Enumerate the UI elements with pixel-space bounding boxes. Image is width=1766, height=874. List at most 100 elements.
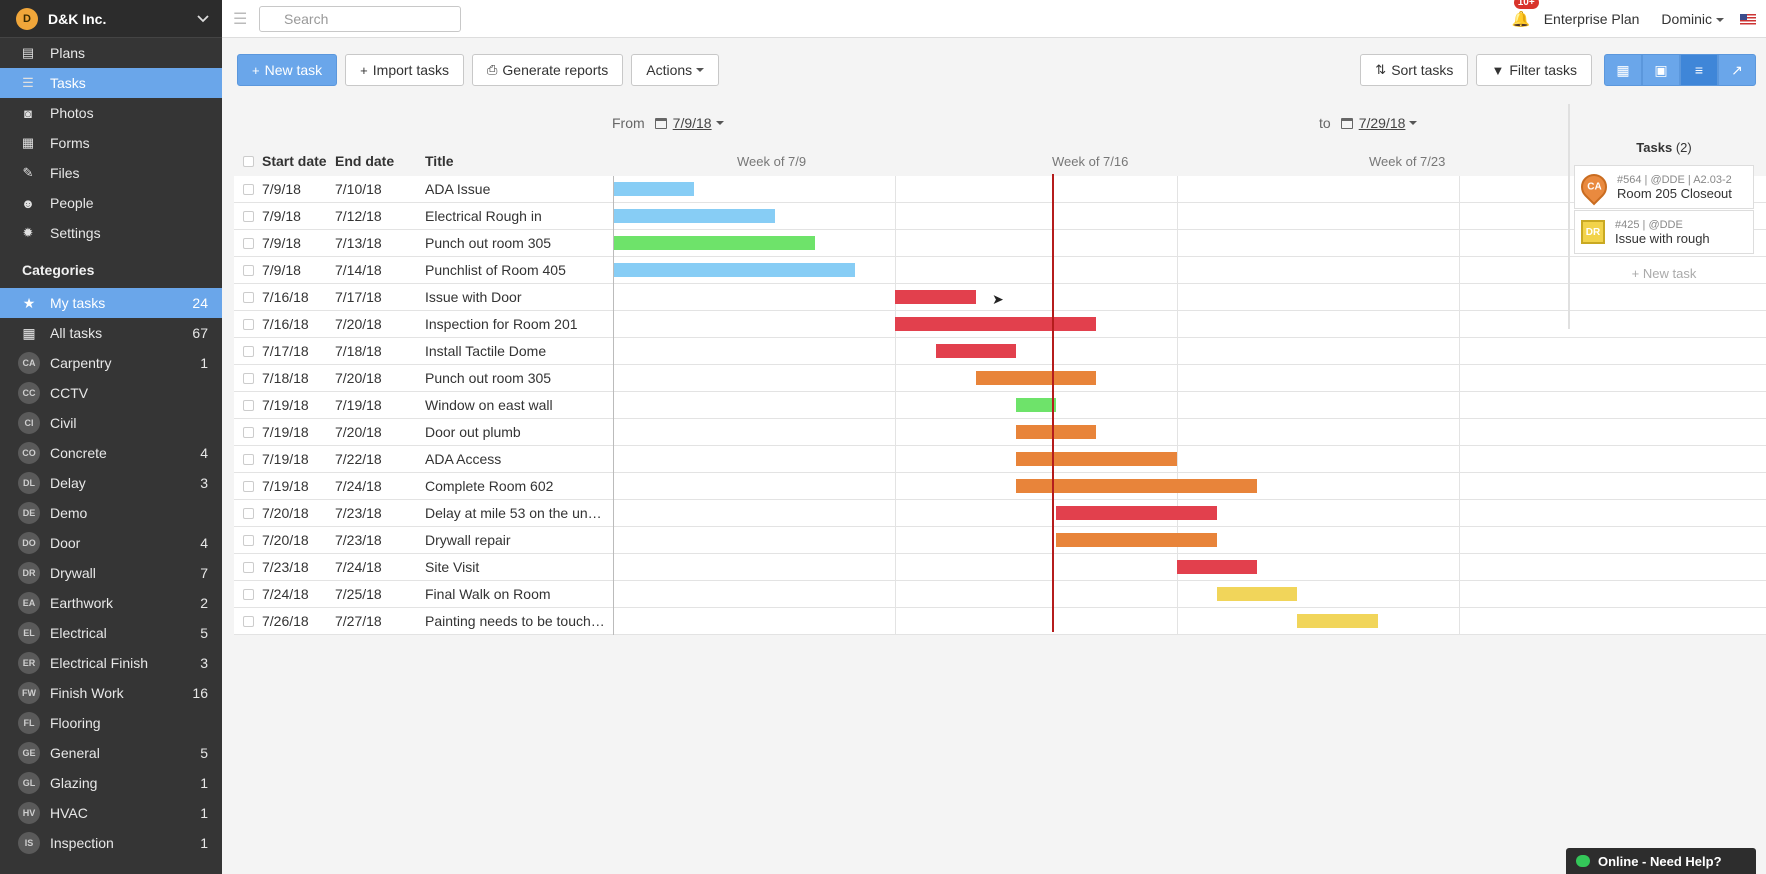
notifications-button[interactable]: 🔔 10+ xyxy=(1512,0,1539,28)
table-row[interactable]: 7/16/18 7/17/18 Issue with Door xyxy=(234,283,1766,311)
filter-tasks-button[interactable]: ▼ Filter tasks xyxy=(1476,54,1592,86)
gantt-bar[interactable] xyxy=(614,209,775,223)
row-checkbox[interactable] xyxy=(242,372,254,384)
nav-item-plans[interactable]: ▤ Plans xyxy=(0,38,222,68)
table-row[interactable]: 7/17/18 7/18/18 Install Tactile Dome xyxy=(234,337,1766,365)
row-checkbox[interactable] xyxy=(242,588,254,600)
user-menu[interactable]: Dominic xyxy=(1661,11,1724,27)
nav-item-tasks[interactable]: ☰ Tasks xyxy=(0,68,222,98)
col-start-date[interactable]: Start date xyxy=(262,153,327,169)
title-cell[interactable]: Issue with Door xyxy=(425,283,614,311)
category-item[interactable]: GL Glazing 1 xyxy=(0,768,222,798)
row-checkbox[interactable] xyxy=(242,507,254,519)
title-cell[interactable]: Delay at mile 53 on the underg… xyxy=(425,499,614,527)
title-cell[interactable]: Install Tactile Dome xyxy=(425,337,614,365)
category-item[interactable]: FL Flooring xyxy=(0,708,222,738)
table-row[interactable]: 7/9/18 7/14/18 Punchlist of Room 405 xyxy=(234,256,1766,284)
category-item[interactable]: DL Delay 3 xyxy=(0,468,222,498)
category-item[interactable]: IS Inspection 1 xyxy=(0,828,222,858)
title-cell[interactable]: Inspection for Room 201 xyxy=(425,310,614,338)
table-row[interactable]: 7/19/18 7/19/18 Window on east wall xyxy=(234,391,1766,419)
title-cell[interactable]: Painting needs to be touched u… xyxy=(425,607,614,635)
table-row[interactable]: 7/19/18 7/24/18 Complete Room 602 xyxy=(234,472,1766,500)
panel-task-card[interactable]: DR #425 | @DDE Issue with rough xyxy=(1574,210,1754,254)
nav-item-files[interactable]: ✎ Files xyxy=(0,158,222,188)
sort-tasks-button[interactable]: ⇅ Sort tasks xyxy=(1360,54,1469,86)
category-item[interactable]: ★ My tasks 24 xyxy=(0,288,222,318)
table-row[interactable]: 7/20/18 7/23/18 Delay at mile 53 on the … xyxy=(234,499,1766,527)
table-row[interactable]: 7/9/18 7/10/18 ADA Issue xyxy=(234,175,1766,203)
scrollbar[interactable] xyxy=(1568,104,1570,329)
gantt-bar[interactable] xyxy=(614,236,815,250)
row-checkbox[interactable] xyxy=(242,318,254,330)
search-input[interactable] xyxy=(284,10,465,27)
gantt-bar[interactable] xyxy=(614,263,856,277)
category-item[interactable]: ▦ All tasks 67 xyxy=(0,318,222,348)
select-all-checkbox[interactable] xyxy=(242,155,254,167)
title-cell[interactable]: Site Visit xyxy=(425,553,614,581)
table-row[interactable]: 7/9/18 7/12/18 Electrical Rough in xyxy=(234,202,1766,230)
nav-item-photos[interactable]: ◙ Photos xyxy=(0,98,222,128)
title-cell[interactable]: Complete Room 602 xyxy=(425,472,614,500)
gantt-bar[interactable] xyxy=(895,317,1097,331)
chevron-down-icon[interactable] xyxy=(196,12,210,26)
category-item[interactable]: ER Electrical Finish 3 xyxy=(0,648,222,678)
chart-view-icon[interactable]: ↗ xyxy=(1718,54,1756,86)
grid-view-icon[interactable]: ▦ xyxy=(1604,54,1642,86)
table-row[interactable]: 7/23/18 7/24/18 Site Visit xyxy=(234,553,1766,581)
gantt-bar[interactable] xyxy=(1217,587,1298,601)
row-checkbox[interactable] xyxy=(242,210,254,222)
table-row[interactable]: 7/20/18 7/23/18 Drywall repair xyxy=(234,526,1766,554)
gantt-bar[interactable] xyxy=(1016,479,1258,493)
gantt-bar[interactable] xyxy=(614,182,695,196)
title-cell[interactable]: Door out plumb xyxy=(425,418,614,446)
gantt-bar[interactable] xyxy=(975,371,1097,385)
gantt-bar[interactable] xyxy=(935,344,1016,358)
panel-new-task-link[interactable]: + New task xyxy=(1631,266,1697,281)
to-date-picker[interactable]: 7/29/18 xyxy=(1358,115,1406,131)
category-item[interactable]: HV HVAC 1 xyxy=(0,798,222,828)
help-chat-button[interactable]: Online - Need Help? xyxy=(1566,848,1756,874)
category-item[interactable]: EA Earthwork 2 xyxy=(0,588,222,618)
row-checkbox[interactable] xyxy=(242,264,254,276)
gantt-bar[interactable] xyxy=(895,290,976,304)
gantt-bar[interactable] xyxy=(1297,614,1378,628)
gantt-bar[interactable] xyxy=(1056,506,1217,520)
row-checkbox[interactable] xyxy=(242,345,254,357)
row-checkbox[interactable] xyxy=(242,453,254,465)
calendar-view-icon[interactable]: ▣ xyxy=(1642,54,1680,86)
import-tasks-button[interactable]: + Import tasks xyxy=(345,54,465,86)
row-checkbox[interactable] xyxy=(242,183,254,195)
category-item[interactable]: GE General 5 xyxy=(0,738,222,768)
col-end-date[interactable]: End date xyxy=(335,153,395,169)
generate-reports-button[interactable]: ⎙ Generate reports xyxy=(472,54,624,86)
row-checkbox[interactable] xyxy=(242,561,254,573)
from-date-picker[interactable]: 7/9/18 xyxy=(672,115,712,131)
category-item[interactable]: CO Concrete 4 xyxy=(0,438,222,468)
title-cell[interactable]: Final Walk on Room xyxy=(425,580,614,608)
title-cell[interactable]: Window on east wall xyxy=(425,391,614,419)
gantt-bar[interactable] xyxy=(1016,452,1177,466)
table-row[interactable]: 7/16/18 7/20/18 Inspection for Room 201 xyxy=(234,310,1766,338)
row-checkbox[interactable] xyxy=(242,237,254,249)
table-row[interactable]: 7/19/18 7/22/18 ADA Access xyxy=(234,445,1766,473)
gantt-view-icon[interactable]: ≡ xyxy=(1680,54,1718,86)
title-cell[interactable]: Drywall repair xyxy=(425,526,614,554)
col-title[interactable]: Title xyxy=(425,153,454,169)
gantt-bar[interactable] xyxy=(1056,533,1217,547)
table-row[interactable]: 7/19/18 7/20/18 Door out plumb xyxy=(234,418,1766,446)
new-task-button[interactable]: + New task xyxy=(237,54,338,86)
title-cell[interactable]: ADA Issue xyxy=(425,175,614,203)
row-checkbox[interactable] xyxy=(242,534,254,546)
gantt-bar[interactable] xyxy=(1176,560,1258,574)
row-checkbox[interactable] xyxy=(242,615,254,627)
table-row[interactable]: 7/24/18 7/25/18 Final Walk on Room xyxy=(234,580,1766,608)
table-row[interactable]: 7/18/18 7/20/18 Punch out room 305 xyxy=(234,364,1766,392)
title-cell[interactable]: Electrical Rough in xyxy=(425,202,614,230)
language-flag-icon[interactable] xyxy=(1740,13,1756,25)
plan-link[interactable]: Enterprise Plan xyxy=(1543,11,1640,27)
title-cell[interactable]: Punch out room 305 xyxy=(425,229,614,257)
row-checkbox[interactable] xyxy=(242,399,254,411)
table-row[interactable]: 7/9/18 7/13/18 Punch out room 305 xyxy=(234,229,1766,257)
row-checkbox[interactable] xyxy=(242,480,254,492)
